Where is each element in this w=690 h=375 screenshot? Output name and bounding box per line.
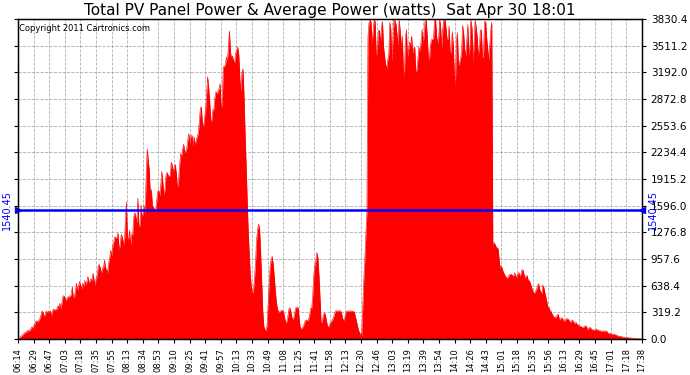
Title: Total PV Panel Power & Average Power (watts)  Sat Apr 30 18:01: Total PV Panel Power & Average Power (wa…	[84, 3, 575, 18]
Text: 1540.45: 1540.45	[648, 190, 658, 230]
Text: 1540.45: 1540.45	[2, 190, 12, 230]
Text: Copyright 2011 Cartronics.com: Copyright 2011 Cartronics.com	[19, 24, 150, 33]
